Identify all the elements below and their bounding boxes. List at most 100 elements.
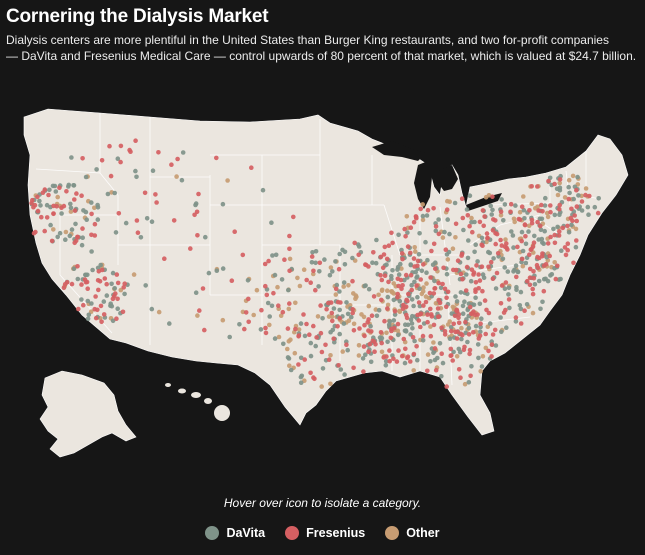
other-center-marker[interactable]: [55, 194, 60, 200]
fresenius-center-marker[interactable]: [540, 251, 545, 256]
fresenius-center-marker[interactable]: [489, 342, 495, 347]
davita-center-marker[interactable]: [420, 338, 426, 343]
fresenius-center-marker[interactable]: [395, 321, 401, 327]
fresenius-center-marker[interactable]: [72, 208, 78, 213]
other-center-marker[interactable]: [346, 283, 351, 288]
davita-center-marker[interactable]: [37, 198, 42, 204]
davita-center-marker[interactable]: [396, 272, 402, 277]
fresenius-center-marker[interactable]: [92, 221, 98, 227]
fresenius-center-marker[interactable]: [92, 233, 98, 238]
davita-center-marker[interactable]: [38, 203, 43, 208]
fresenius-center-marker[interactable]: [473, 289, 478, 295]
other-center-marker[interactable]: [384, 330, 389, 336]
davita-center-marker[interactable]: [452, 200, 458, 206]
fresenius-center-marker[interactable]: [504, 241, 509, 246]
fresenius-center-marker[interactable]: [488, 259, 494, 265]
fresenius-center-marker[interactable]: [527, 208, 532, 213]
fresenius-center-marker[interactable]: [548, 209, 553, 215]
fresenius-center-marker[interactable]: [361, 369, 366, 374]
other-center-marker[interactable]: [412, 245, 418, 250]
fresenius-center-marker[interactable]: [380, 265, 386, 271]
fresenius-center-marker[interactable]: [417, 312, 423, 317]
davita-center-marker[interactable]: [138, 235, 144, 240]
davita-center-marker[interactable]: [310, 250, 315, 255]
davita-center-marker[interactable]: [397, 298, 403, 304]
fresenius-center-marker[interactable]: [478, 321, 483, 326]
davita-center-marker[interactable]: [356, 244, 362, 249]
davita-center-marker[interactable]: [477, 301, 483, 307]
fresenius-center-marker[interactable]: [535, 184, 540, 189]
davita-center-marker[interactable]: [391, 318, 397, 323]
fresenius-center-marker[interactable]: [351, 328, 357, 333]
other-center-marker[interactable]: [520, 263, 526, 269]
fresenius-center-marker[interactable]: [264, 292, 270, 298]
davita-center-marker[interactable]: [237, 322, 242, 327]
fresenius-center-marker[interactable]: [115, 296, 120, 302]
fresenius-center-marker[interactable]: [49, 238, 55, 244]
fresenius-center-marker[interactable]: [382, 273, 388, 278]
fresenius-center-marker[interactable]: [276, 303, 281, 308]
fresenius-center-marker[interactable]: [490, 332, 496, 337]
fresenius-center-marker[interactable]: [403, 304, 409, 309]
fresenius-center-marker[interactable]: [425, 319, 430, 325]
other-center-marker[interactable]: [453, 235, 458, 240]
fresenius-center-marker[interactable]: [411, 256, 417, 261]
fresenius-center-marker[interactable]: [311, 375, 316, 380]
other-center-marker[interactable]: [347, 303, 353, 308]
davita-center-marker[interactable]: [84, 217, 89, 222]
fresenius-center-marker[interactable]: [527, 282, 533, 288]
davita-center-marker[interactable]: [113, 230, 119, 235]
fresenius-center-marker[interactable]: [477, 278, 483, 283]
fresenius-center-marker[interactable]: [263, 325, 268, 331]
fresenius-center-marker[interactable]: [459, 253, 464, 258]
fresenius-center-marker[interactable]: [469, 267, 475, 272]
fresenius-center-marker[interactable]: [435, 306, 441, 311]
fresenius-center-marker[interactable]: [423, 299, 429, 305]
other-center-marker[interactable]: [296, 327, 302, 332]
other-center-marker[interactable]: [297, 283, 303, 289]
davita-center-marker[interactable]: [258, 327, 264, 332]
fresenius-center-marker[interactable]: [439, 325, 444, 331]
fresenius-center-marker[interactable]: [566, 196, 572, 202]
davita-center-marker[interactable]: [478, 324, 483, 330]
davita-center-marker[interactable]: [402, 360, 408, 366]
fresenius-center-marker[interactable]: [369, 313, 375, 318]
fresenius-center-marker[interactable]: [188, 246, 193, 251]
other-center-marker[interactable]: [420, 202, 426, 207]
other-center-marker[interactable]: [292, 350, 298, 356]
fresenius-center-marker[interactable]: [530, 291, 536, 297]
davita-center-marker[interactable]: [465, 339, 470, 345]
davita-center-marker[interactable]: [478, 329, 483, 334]
davita-center-marker[interactable]: [95, 217, 101, 222]
fresenius-center-marker[interactable]: [503, 307, 508, 313]
fresenius-center-marker[interactable]: [574, 238, 579, 243]
fresenius-center-marker[interactable]: [197, 308, 202, 313]
other-center-marker[interactable]: [413, 249, 418, 254]
davita-center-marker[interactable]: [479, 316, 484, 321]
fresenius-center-marker[interactable]: [97, 279, 103, 284]
fresenius-center-marker[interactable]: [444, 295, 449, 300]
fresenius-center-marker[interactable]: [506, 297, 512, 302]
other-center-marker[interactable]: [254, 287, 260, 293]
fresenius-center-marker[interactable]: [308, 280, 314, 285]
fresenius-center-marker[interactable]: [395, 291, 401, 297]
davita-center-marker[interactable]: [112, 286, 117, 291]
fresenius-center-marker[interactable]: [475, 312, 480, 317]
davita-center-marker[interactable]: [317, 269, 322, 274]
davita-center-marker[interactable]: [110, 270, 116, 276]
davita-center-marker[interactable]: [542, 203, 548, 208]
davita-center-marker[interactable]: [193, 202, 198, 208]
fresenius-center-marker[interactable]: [411, 351, 417, 357]
davita-center-marker[interactable]: [513, 263, 519, 268]
fresenius-center-marker[interactable]: [200, 286, 206, 291]
davita-center-marker[interactable]: [417, 231, 422, 236]
davita-center-marker[interactable]: [510, 233, 516, 238]
davita-center-marker[interactable]: [89, 249, 94, 254]
fresenius-center-marker[interactable]: [61, 285, 67, 291]
davita-center-marker[interactable]: [220, 266, 226, 271]
fresenius-center-marker[interactable]: [72, 197, 77, 202]
fresenius-center-marker[interactable]: [503, 280, 509, 285]
davita-center-marker[interactable]: [273, 252, 279, 258]
fresenius-center-marker[interactable]: [118, 143, 124, 149]
fresenius-center-marker[interactable]: [194, 209, 200, 215]
